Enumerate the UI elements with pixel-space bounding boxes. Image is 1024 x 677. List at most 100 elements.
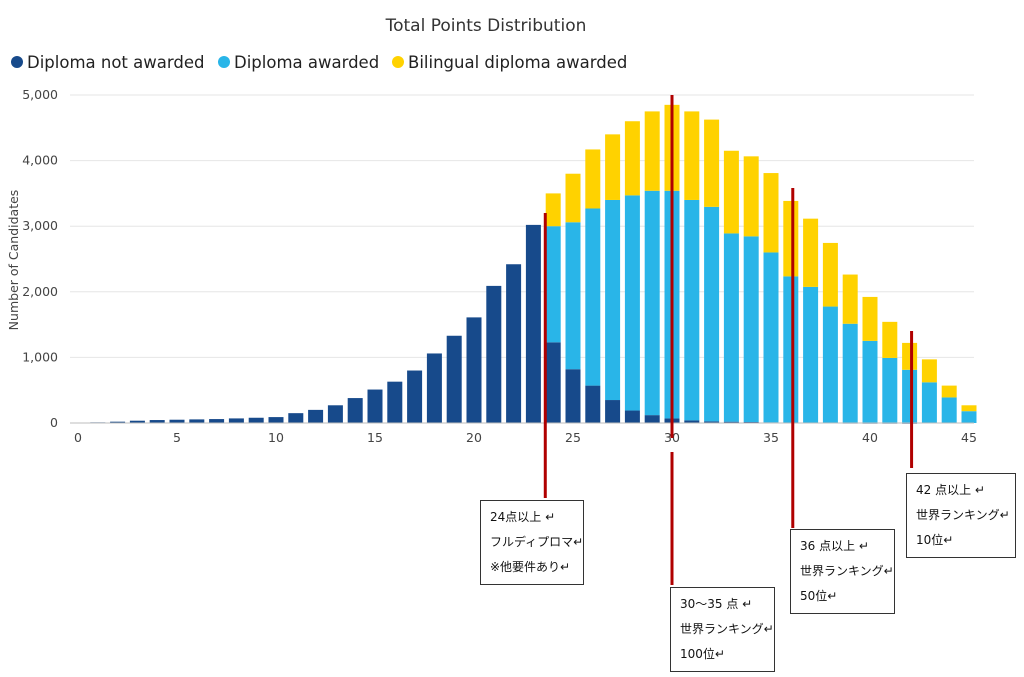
legend-label-diploma-not-awarded: Diploma not awarded — [27, 53, 204, 72]
bar-bilingual-diploma-awarded — [941, 385, 957, 398]
x-tick-label: 15 — [367, 430, 383, 445]
y-axis-label: Number of Candidates — [6, 190, 21, 331]
bar-diploma-not-awarded — [545, 342, 561, 423]
bar-diploma-awarded — [565, 222, 581, 370]
bar-diploma-awarded — [882, 357, 898, 423]
bar-bilingual-diploma-awarded — [763, 173, 779, 253]
bar-bilingual-diploma-awarded — [684, 111, 700, 200]
bar-diploma-awarded — [763, 252, 779, 423]
bar-diploma-awarded — [862, 340, 878, 423]
bar-bilingual-diploma-awarded — [743, 156, 759, 237]
annotation-box: 36 点以上 ↵ 世界ランキング↵ 50位↵ — [790, 529, 895, 614]
annotation-line: 世界ランキング↵ — [680, 622, 774, 636]
bar-diploma-not-awarded — [347, 398, 363, 423]
y-axis-ticks: 0 1,000 2,000 3,000 4,000 5,000 — [22, 87, 58, 430]
bar-diploma-awarded — [902, 369, 918, 423]
bar-diploma-not-awarded — [228, 418, 244, 423]
bar-bilingual-diploma-awarded — [822, 242, 838, 307]
y-tick-label: 3,000 — [22, 218, 58, 233]
x-tick-label: 25 — [565, 430, 581, 445]
bar-bilingual-diploma-awarded — [704, 119, 720, 207]
bar-diploma-awarded — [941, 397, 957, 423]
bar-diploma-not-awarded — [129, 420, 145, 423]
x-tick-label: 35 — [763, 430, 779, 445]
bar-bilingual-diploma-awarded — [882, 321, 898, 358]
bar-bilingual-diploma-awarded — [803, 218, 819, 287]
bar-diploma-awarded — [842, 323, 858, 423]
annotation-line: ※他要件あり↵ — [490, 560, 571, 574]
bar-bilingual-diploma-awarded — [921, 359, 937, 383]
bar-diploma-not-awarded — [624, 410, 640, 423]
bar-bilingual-diploma-awarded — [842, 274, 858, 324]
bar-diploma-awarded — [723, 233, 739, 422]
bar-bilingual-diploma-awarded — [624, 121, 640, 196]
bar-diploma-awarded — [644, 190, 660, 416]
bar-diploma-not-awarded — [248, 417, 264, 423]
bar-diploma-not-awarded — [268, 417, 284, 423]
bar-diploma-not-awarded — [189, 419, 205, 423]
annotation-markers — [543, 95, 914, 585]
bars — [90, 104, 977, 424]
x-tick-label: 40 — [862, 430, 878, 445]
bar-diploma-not-awarded — [486, 285, 502, 423]
bar-bilingual-diploma-awarded — [644, 111, 660, 191]
x-tick-label: 20 — [466, 430, 482, 445]
annotation-line: 世界ランキング↵ — [800, 564, 894, 578]
legend-label-diploma-awarded: Diploma awarded — [234, 53, 379, 72]
bar-diploma-not-awarded — [426, 353, 442, 423]
bar-diploma-not-awarded — [446, 335, 462, 423]
legend: Diploma not awarded Diploma awarded Bili… — [11, 53, 627, 72]
bar-bilingual-diploma-awarded — [961, 405, 977, 412]
x-tick-label: 45 — [961, 430, 977, 445]
bar-diploma-awarded — [605, 199, 621, 401]
annotation-box: 42 点以上 ↵ 世界ランキング↵ 10位↵ — [906, 473, 1016, 558]
y-tick-label: 5,000 — [22, 87, 58, 102]
bar-diploma-awarded — [585, 208, 601, 386]
annotation-line: 100位↵ — [680, 647, 725, 661]
bar-diploma-not-awarded — [466, 317, 482, 423]
bar-diploma-not-awarded — [506, 264, 522, 423]
legend-label-bilingual-diploma-awarded: Bilingual diploma awarded — [408, 53, 627, 72]
legend-swatch-bilingual-diploma-awarded — [392, 56, 404, 68]
bar-bilingual-diploma-awarded — [585, 149, 601, 209]
bar-diploma-not-awarded — [110, 421, 126, 423]
x-tick-label: 5 — [173, 430, 181, 445]
x-axis-ticks: 051015202530354045 — [74, 430, 977, 445]
annotation-line: フルディプロマ↵ — [490, 535, 584, 549]
bar-diploma-not-awarded — [585, 385, 601, 423]
bar-diploma-not-awarded — [723, 421, 739, 423]
bar-diploma-not-awarded — [684, 420, 700, 423]
bar-diploma-not-awarded — [565, 369, 581, 423]
bar-diploma-not-awarded — [149, 420, 165, 423]
bar-diploma-not-awarded — [308, 409, 324, 423]
annotation-box: 24点以上 ↵ フルディプロマ↵ ※他要件あり↵ — [480, 500, 584, 585]
bar-diploma-awarded — [783, 276, 799, 423]
bar-bilingual-diploma-awarded — [723, 150, 739, 234]
bar-diploma-awarded — [803, 286, 819, 423]
bar-bilingual-diploma-awarded — [565, 173, 581, 223]
annotation-line: 36 点以上 ↵ — [800, 539, 869, 553]
bar-diploma-not-awarded — [327, 405, 343, 423]
annotation-line: 50位↵ — [800, 589, 838, 603]
legend-swatch-diploma-awarded — [218, 56, 230, 68]
bar-diploma-not-awarded — [209, 419, 225, 423]
bar-bilingual-diploma-awarded — [862, 296, 878, 341]
bar-diploma-not-awarded — [288, 413, 304, 423]
annotation-line: 世界ランキング↵ — [916, 508, 1010, 522]
annotation-line: 42 点以上 ↵ — [916, 483, 985, 497]
chart-title: Total Points Distribution — [385, 16, 587, 36]
bar-diploma-awarded — [961, 411, 977, 423]
annotation-line: 24点以上 ↵ — [490, 510, 556, 524]
y-tick-label: 1,000 — [22, 349, 58, 364]
bar-diploma-awarded — [704, 206, 720, 422]
bar-diploma-awarded — [743, 236, 759, 423]
x-tick-label: 0 — [74, 430, 82, 445]
gridlines — [70, 94, 974, 358]
bar-bilingual-diploma-awarded — [902, 342, 918, 370]
bar-diploma-not-awarded — [525, 224, 541, 423]
bar-diploma-not-awarded — [407, 370, 423, 423]
annotation-line: 30～35 点 ↵ — [680, 597, 753, 611]
legend-swatch-diploma-not-awarded — [11, 56, 23, 68]
y-tick-label: 4,000 — [22, 153, 58, 168]
